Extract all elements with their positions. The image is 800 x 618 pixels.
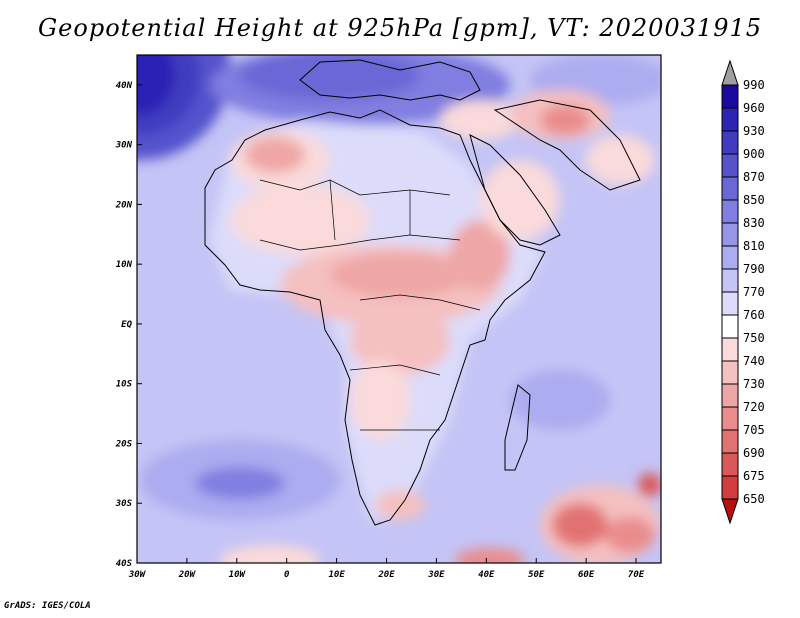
colorbar-level-label: 650 [743,492,765,506]
colorbar-swatch [721,245,739,270]
colorbar-level-label: 740 [743,354,765,368]
colorbar: 990 960 930 900 870 850 830 810 790 770 760 750 740 7… [721,59,765,525]
colorbar-level-label: 690 [743,446,765,460]
colorbar-swatch [721,153,739,178]
colorbar-level-label: 850 [743,193,765,207]
lat-tick-label: 20N [115,200,133,210]
colorbar-swatch [721,222,739,247]
colorbar-level-label: 760 [743,308,765,322]
colorbar-level-label: 930 [743,124,765,138]
plot-frame [136,54,662,564]
colorbar-level-label: 810 [743,239,765,253]
colorbar-level-label: 730 [743,377,765,391]
colorbar-level-label: 830 [743,216,765,230]
colorbar-swatch [721,337,739,362]
colorbar-swatch [721,452,739,477]
colorbar-swatch [721,268,739,293]
colorbar-swatch [721,84,739,109]
lat-tick-label: 40S [116,559,133,569]
colorbar-top-arrow [721,59,739,86]
colorbar-level-label: 900 [743,147,765,161]
colorbar-swatch [721,176,739,201]
colorbar-swatch [721,107,739,132]
lon-tick-label: 50E [528,570,545,580]
colorbar-swatch [721,291,739,316]
lon-tick-label: 60E [578,570,595,580]
lon-tick-label: 20W [178,570,197,580]
colorbar-level-label: 720 [743,400,765,414]
colorbar-swatch [721,130,739,155]
lon-tick-labels: 30W 20W 10W 0 10E 20E 30E 40E 50E 60E 70E [128,558,645,580]
lat-tick-label: EQ [121,320,132,330]
lat-tick-label: 40N [116,81,133,91]
lat-tick-labels: 40N 30N 20N 10N EQ 10S 20S 30S 40S [115,81,142,569]
colorbar-swatch [721,406,739,431]
grads-credit: GrADS: IGES/COLA [4,601,91,611]
colorbar-swatch [721,314,739,339]
colorbar-level-label: 870 [743,170,765,184]
borders [259,179,481,431]
lon-tick-label: 30E [427,570,445,580]
colorbar-level-label: 675 [743,469,765,483]
colorbar-level-label: 790 [743,262,765,276]
lat-tick-label: 10N [116,260,133,270]
colorbar-level-label: 990 [743,78,765,92]
lon-tick-label: 40E [478,570,495,580]
lon-tick-label: 70E [628,570,645,580]
lon-tick-label: 10W [229,570,247,580]
lat-tick-label: 30N [115,141,133,151]
colorbar-swatch [721,475,739,500]
lat-tick-label: 20S [115,439,133,449]
colorbar-swatch [721,199,739,224]
lon-tick-label: 0 [284,570,290,580]
height-field [137,55,661,563]
lon-tick-label: 10E [328,570,345,580]
colorbar-swatch [721,429,739,454]
colorbar-level-label: 705 [743,423,765,437]
lon-tick-label: 20E [377,570,395,580]
colorbar-swatch [721,383,739,408]
coastlines [204,59,641,526]
colorbar-bottom-arrow [721,498,739,525]
colorbar-swatch [721,360,739,385]
lat-tick-label: 30S [115,499,133,509]
colorbar-level-label: 770 [743,285,765,299]
lon-tick-label: 30W [128,570,147,580]
colorbar-level-label: 960 [743,101,765,115]
lat-tick-label: 10S [116,380,133,390]
colorbar-level-label: 750 [743,331,765,345]
map-title: Geopotential Height at 925hPa [gpm], VT:… [38,14,762,42]
